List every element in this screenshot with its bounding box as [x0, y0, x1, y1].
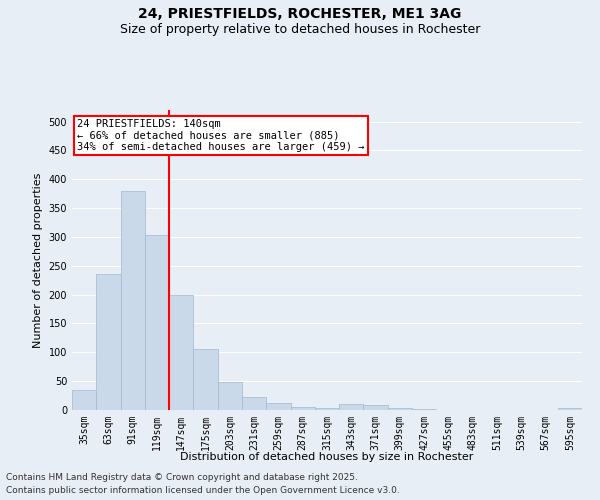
Text: 24, PRIESTFIELDS, ROCHESTER, ME1 3AG: 24, PRIESTFIELDS, ROCHESTER, ME1 3AG — [139, 8, 461, 22]
Y-axis label: Number of detached properties: Number of detached properties — [33, 172, 43, 348]
Text: Contains HM Land Registry data © Crown copyright and database right 2025.: Contains HM Land Registry data © Crown c… — [6, 474, 358, 482]
Bar — [169, 294, 193, 410]
Bar — [266, 403, 290, 410]
Bar — [388, 408, 412, 410]
Bar — [218, 382, 242, 410]
Bar — [315, 408, 339, 410]
Bar — [290, 406, 315, 410]
Bar — [242, 398, 266, 410]
Bar — [339, 404, 364, 410]
Text: Distribution of detached houses by size in Rochester: Distribution of detached houses by size … — [181, 452, 473, 462]
Bar — [121, 191, 145, 410]
Text: Size of property relative to detached houses in Rochester: Size of property relative to detached ho… — [120, 22, 480, 36]
Text: Contains public sector information licensed under the Open Government Licence v3: Contains public sector information licen… — [6, 486, 400, 495]
Bar — [558, 408, 582, 410]
Bar — [364, 405, 388, 410]
Bar — [96, 274, 121, 410]
Bar — [193, 350, 218, 410]
Text: 24 PRIESTFIELDS: 140sqm
← 66% of detached houses are smaller (885)
34% of semi-d: 24 PRIESTFIELDS: 140sqm ← 66% of detache… — [77, 119, 365, 152]
Bar — [72, 390, 96, 410]
Bar — [145, 235, 169, 410]
